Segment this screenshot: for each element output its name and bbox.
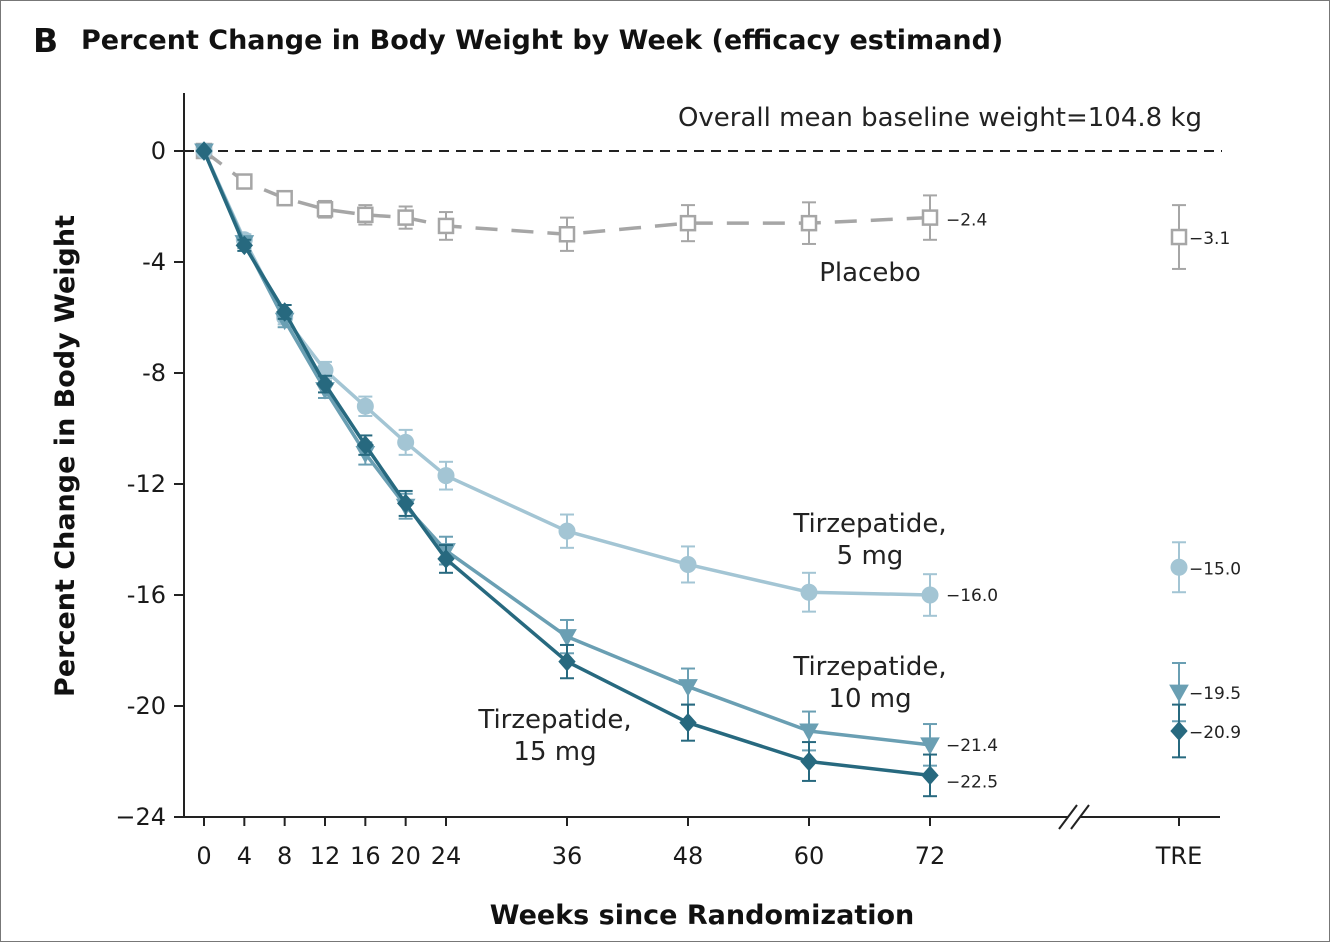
data-point — [679, 712, 697, 733]
series-layer: −2.4 −3.1 −16.0 −15.0 −21.4 −19.5 −22.5 −20.9 — [194, 141, 1241, 798]
x-tick-label: 36 — [552, 842, 583, 870]
tre-value-label: −19.5 — [1189, 684, 1241, 704]
y-tick-label: 0 — [151, 137, 166, 165]
end-value-label: −16.0 — [946, 586, 998, 606]
baseline-weight-annotation: Overall mean baseline weight=104.8 kg — [678, 103, 1202, 133]
x-tick-label: 20 — [390, 842, 421, 870]
data-point — [558, 522, 576, 540]
x-tick-label-tre: TRE — [1155, 842, 1203, 870]
data-point — [679, 214, 697, 232]
data-point — [275, 302, 294, 322]
data-point — [921, 765, 939, 786]
data-point — [799, 723, 819, 741]
series-label-line: Tirzepatide, — [792, 652, 946, 682]
data-point — [236, 173, 253, 190]
panel-letter: B — [33, 21, 59, 60]
data-point — [316, 201, 334, 218]
tre-value-label: −15.0 — [1189, 559, 1241, 579]
data-point — [235, 235, 254, 256]
data-point — [558, 226, 576, 243]
x-tick-label: 60 — [794, 842, 825, 870]
series-label: Placebo — [819, 258, 921, 288]
data-point — [437, 467, 455, 485]
end-value-label: −2.4 — [946, 211, 987, 231]
data-point — [800, 214, 818, 232]
axis-break-mark — [1070, 804, 1090, 830]
series-placebo: −2.4 −3.1 — [195, 142, 1230, 270]
tre-data-point — [1170, 228, 1188, 246]
data-point — [921, 209, 939, 226]
tre-data-point — [1170, 721, 1188, 741]
chart-title: Percent Change in Body Weight by Week (e… — [81, 25, 1004, 56]
data-point — [437, 217, 455, 235]
data-point — [679, 555, 697, 573]
tre-value-label: −20.9 — [1189, 723, 1241, 743]
y-tick-label: −24 — [115, 803, 166, 831]
y-tick-label: -8 — [142, 359, 166, 387]
series-label: Tirzepatide, 5 mg — [792, 509, 946, 571]
series-label-line: Tirzepatide, — [792, 509, 946, 539]
x-tick-label: 0 — [196, 842, 211, 870]
end-value-label: −21.4 — [946, 736, 998, 756]
x-tick-label: 72 — [915, 842, 946, 870]
series-label: Tirzepatide, 15 mg — [477, 705, 631, 767]
x-tick-label: 48 — [673, 842, 704, 870]
data-point — [557, 629, 577, 647]
data-point — [396, 493, 415, 514]
data-point — [397, 209, 414, 226]
y-tick-label: -20 — [127, 692, 166, 720]
tre-data-point — [1170, 558, 1188, 576]
series-label-line: 5 mg — [837, 541, 904, 571]
data-point — [678, 679, 698, 697]
x-tick-label: 16 — [350, 842, 381, 870]
x-tick-label: 12 — [310, 842, 341, 870]
data-point — [921, 586, 939, 604]
data-point — [558, 651, 576, 672]
y-tick-label: -16 — [127, 581, 166, 609]
data-point — [800, 583, 818, 601]
data-point — [800, 751, 818, 772]
x-axis-title: Weeks since Randomization — [490, 900, 915, 931]
data-point — [437, 549, 455, 569]
axes: 0-4-8-12-16-20−240 4 8 12 16 20 24 36 48 60 72 TRE — [115, 93, 1220, 870]
y-axis-title: Percent Change in Body Weight — [50, 215, 81, 697]
data-point — [356, 435, 375, 455]
data-point — [316, 374, 334, 394]
tre-data-point — [1169, 684, 1189, 703]
x-tick-label: 24 — [431, 842, 462, 870]
data-point — [276, 189, 293, 207]
labels-layer: Overall mean baseline weight=104.8 kg We… — [50, 103, 1202, 931]
series-tirzepatide-10-mg: −21.4 −19.5 — [194, 143, 1241, 767]
series-label: Tirzepatide, 10 mg — [792, 652, 946, 714]
data-point — [195, 141, 213, 161]
series-label-line: 15 mg — [513, 737, 596, 767]
axis-break-mark — [1058, 804, 1078, 830]
data-point — [920, 737, 940, 755]
series-label-line: 10 mg — [828, 684, 911, 714]
end-value-label: −22.5 — [946, 772, 998, 792]
series-tirzepatide-15-mg: −22.5 −20.9 — [195, 141, 1241, 798]
series-label-line: Tirzepatide, — [477, 705, 631, 735]
y-tick-label: -12 — [127, 470, 166, 498]
tre-value-label: −3.1 — [1189, 229, 1230, 249]
data-point — [357, 206, 374, 224]
data-point — [397, 433, 415, 451]
series-label-line: Placebo — [819, 258, 921, 288]
x-tick-label: 8 — [277, 842, 292, 870]
data-point — [356, 397, 374, 415]
y-tick-label: -4 — [142, 248, 166, 276]
x-tick-label: 4 — [237, 842, 252, 870]
